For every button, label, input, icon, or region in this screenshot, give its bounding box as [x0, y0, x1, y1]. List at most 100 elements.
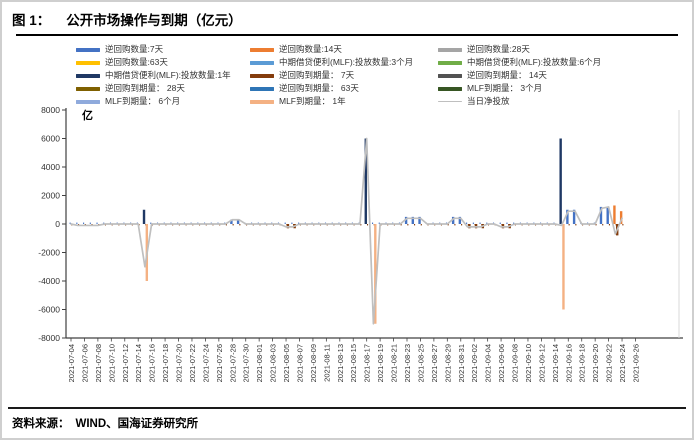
micro-bar-op — [372, 222, 374, 224]
x-tick-label: 2021-09-20 — [591, 344, 600, 382]
legend-label: 逆回购数量:14天 — [279, 44, 342, 54]
x-tick-label: 2021-08-11 — [322, 344, 331, 382]
event-bar — [374, 224, 377, 324]
legend-item: MLF到期量： 3个月 — [438, 82, 692, 95]
source-text: WIND、国海证券研究所 — [75, 418, 199, 430]
chart-area: 8000 6000 4000 2000 0 -2000 -4000 -6000 -8000 亿 20… — [2, 104, 692, 406]
micro-bar-maturity — [568, 224, 570, 226]
x-tick-label: 2021-08-29 — [443, 344, 452, 382]
legend-swatch — [438, 47, 462, 52]
y-tick-label: 4000 — [41, 162, 60, 172]
legend-swatch — [76, 86, 100, 91]
x-tick-label: 2021-08-23 — [403, 344, 412, 382]
legend-label: 中期借贷便利(MLF):投放数量:6个月 — [467, 57, 602, 67]
micro-bar-maturity — [595, 224, 597, 226]
micro-bar-op — [284, 222, 286, 224]
micro-bar-op — [466, 222, 468, 224]
legend-swatch — [438, 73, 462, 78]
x-tick-label: 2021-07-08 — [94, 344, 103, 382]
micro-bar-op — [378, 222, 380, 224]
x-tick-label: 2021-09-26 — [631, 344, 640, 382]
event-bar — [619, 211, 623, 224]
event-bar — [404, 216, 408, 224]
micro-bar-maturity — [602, 224, 604, 226]
legend-label: 中期借贷便利(MLF):投放数量:3个月 — [279, 57, 414, 67]
y-tick-label: -8000 — [38, 333, 60, 343]
x-tick-label: 2021-07-06 — [80, 344, 89, 382]
micro-bar-maturity — [461, 224, 463, 226]
event-bar — [606, 206, 609, 224]
legend-item: 逆回购到期量： 63天 — [250, 82, 438, 95]
legend-swatch — [250, 73, 274, 78]
event-bar — [572, 209, 576, 224]
legend-item: 逆回购到期量： 7天 — [250, 69, 438, 82]
legend-label: MLF到期量： 3个月 — [467, 83, 543, 93]
y-tick-label: -4000 — [38, 276, 60, 286]
y-tick-label: 0 — [55, 219, 60, 229]
x-tick-label: 2021-08-07 — [295, 344, 304, 382]
x-tick-label: 2021-08-01 — [255, 344, 264, 382]
x-tick-label: 2021-07-22 — [188, 344, 197, 382]
figure-title: 公开市场操作与到期（亿元） — [66, 13, 242, 28]
legend-item: 逆回购数量:14天 — [250, 43, 438, 56]
event-bar — [364, 138, 367, 224]
figure-number-label: 图 1： — [12, 13, 51, 28]
x-tick-label: 2021-09-08 — [511, 344, 520, 382]
micro-bar-maturity — [366, 224, 369, 226]
x-tick-label: 2021-08-21 — [390, 344, 399, 382]
legend-label: 逆回购数量:7天 — [105, 44, 164, 54]
legend-swatch — [250, 86, 274, 91]
legend-item: 中期借贷便利(MLF):投放数量:3个月 — [250, 56, 438, 69]
legend-label: 逆回购到期量： 63天 — [279, 83, 359, 93]
micro-bar-op — [513, 222, 515, 224]
micro-bar-op — [103, 222, 105, 224]
legend-swatch — [250, 99, 274, 104]
x-tick-label: 2021-08-25 — [416, 344, 425, 382]
legend-label: 当日净投放 — [467, 96, 510, 106]
x-tick-label: 2021-08-13 — [336, 344, 345, 382]
x-tick-label: 2021-07-20 — [175, 344, 184, 382]
legend-label: 逆回购数量:63天 — [105, 57, 168, 67]
legend-label: 逆回购到期量： 7天 — [279, 70, 355, 80]
legend-swatch — [76, 60, 100, 65]
x-tick-label: 2021-09-22 — [605, 344, 614, 382]
x-tick-label: 2021-08-19 — [376, 344, 385, 382]
legend-item: 逆回购数量:7天 — [76, 43, 250, 56]
event-bar — [613, 205, 616, 224]
x-tick-label: 2021-08-03 — [269, 344, 278, 382]
y-tick-label: 6000 — [41, 134, 60, 144]
legend-swatch — [76, 47, 100, 52]
chart-legend: 逆回购数量:7天 逆回购数量:63天 中期借贷便利(MLF):投放数量:1年 逆回购到… — [76, 43, 692, 108]
event-bar — [566, 209, 569, 224]
x-tick-label: 2021-09-06 — [497, 344, 506, 382]
x-tick-label: 2021-07-14 — [134, 344, 143, 382]
legend-swatch — [76, 99, 100, 104]
micro-bar-op — [472, 222, 474, 224]
micro-bar-maturity — [447, 224, 449, 226]
micro-bar-maturity — [360, 224, 362, 226]
micro-bar-op — [486, 222, 488, 224]
x-tick-label: 2021-07-28 — [228, 344, 237, 382]
legend-label: MLF到期量： 1年 — [279, 96, 346, 106]
x-tick-label: 2021-09-04 — [484, 344, 493, 382]
x-tick-label: 2021-08-15 — [349, 344, 358, 382]
legend-item: 中期借贷便利(MLF):投放数量:6个月 — [438, 56, 692, 69]
event-bar — [451, 216, 455, 224]
x-tick-label: 2021-08-31 — [457, 344, 466, 382]
legend-swatch — [76, 73, 100, 78]
legend-label: 中期借贷便利(MLF):投放数量:1年 — [105, 70, 231, 80]
micro-bar-op — [150, 222, 152, 224]
y-tick-label: -6000 — [38, 305, 60, 315]
event-bar — [559, 138, 562, 224]
event-bar — [418, 216, 421, 224]
legend-item: MLF到期量： 6个月 — [76, 95, 250, 108]
event-bar — [599, 206, 603, 224]
event-bar — [236, 219, 240, 224]
micro-bar-op — [506, 222, 508, 224]
x-tick-label: 2021-07-04 — [67, 344, 76, 382]
legend-item: 当日净投放 — [438, 95, 692, 108]
micro-bar-op — [89, 222, 91, 224]
y-tick-label: -2000 — [38, 248, 60, 258]
net-injection-line — [70, 137, 623, 325]
